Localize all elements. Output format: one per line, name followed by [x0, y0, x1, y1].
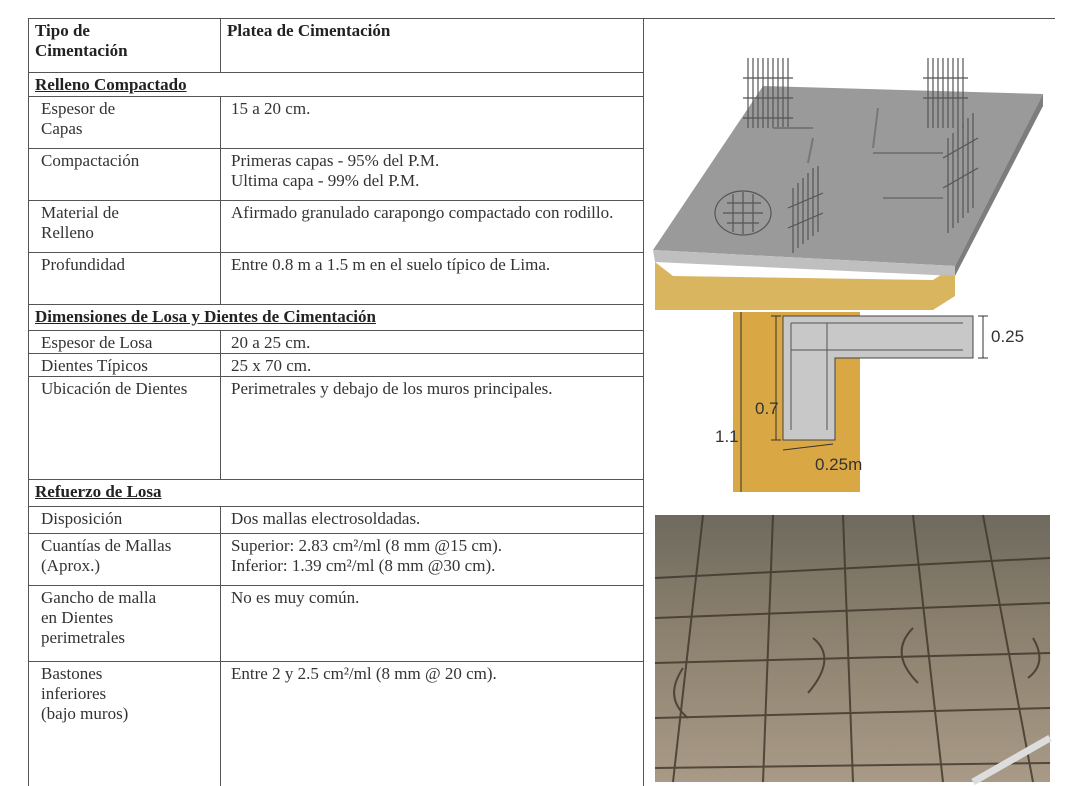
label-cell: Disposición	[28, 506, 221, 534]
label-cell: Ubicación de Dientes	[28, 376, 221, 480]
slab-3d-drawing	[653, 58, 1043, 310]
header-cell: Platea de Cimentación	[220, 18, 644, 73]
section-title: Dimensiones de Losa y Dientes de Cimenta…	[28, 304, 644, 331]
table-row: Dientes Típicos 25 x 70 cm.	[28, 353, 644, 377]
table-row: Tipo de Cimentación Platea de Cimentación	[28, 18, 644, 73]
label-cell: Cuantías de Mallas (Aprox.)	[28, 533, 221, 586]
section-title: Relleno Compactado	[28, 72, 644, 97]
table-row: Disposición Dos mallas electrosoldadas.	[28, 506, 644, 534]
table-row: Profundidad Entre 0.8 m a 1.5 m en el sue…	[28, 252, 644, 305]
table-row: Refuerzo de Losa	[28, 479, 644, 507]
value-cell: Entre 2 y 2.5 cm²/ml (8 mm @ 20 cm).	[220, 661, 644, 786]
label-cell: Espesor de Losa	[28, 330, 221, 354]
value-cell: No es muy común.	[220, 585, 644, 662]
dim-label: 0.7	[755, 399, 779, 418]
label-cell: Profundidad	[28, 252, 221, 305]
value-cell: Perimetrales y debajo de los muros princ…	[220, 376, 644, 480]
value-cell: 20 a 25 cm.	[220, 330, 644, 354]
rebar-photo	[654, 514, 1052, 786]
label-cell: Gancho de malla en Dientes perimetrales	[28, 585, 221, 662]
dim-label: 0.25m	[815, 455, 862, 474]
value-cell: 25 x 70 cm.	[220, 353, 644, 377]
table-row: Bastones inferiores (bajo muros) Entre 2 …	[28, 661, 644, 786]
label-cell: Material de Relleno	[28, 200, 221, 253]
foundation-table: Tipo de Cimentación Platea de Cimentación…	[28, 18, 644, 786]
table-row: Relleno Compactado	[28, 72, 644, 97]
label-cell: Espesor de Capas	[28, 96, 221, 149]
value-cell: Primeras capas - 95% del P.M. Ultima cap…	[220, 148, 644, 201]
label-cell: Dientes Típicos	[28, 353, 221, 377]
table-row: Espesor de Losa 20 a 25 cm.	[28, 330, 644, 354]
table-row: Dimensiones de Losa y Dientes de Cimenta…	[28, 304, 644, 331]
dim-label: 0.25	[991, 327, 1024, 346]
table-row: Gancho de malla en Dientes perimetrales N…	[28, 585, 644, 662]
section-diagram: 0.25 0.7 1.1 0.25m	[715, 312, 1024, 492]
table-row: Espesor de Capas 15 a 20 cm.	[28, 96, 644, 149]
dim-label: 1.1	[715, 427, 739, 446]
value-cell: 15 a 20 cm.	[220, 96, 644, 149]
header-cell: Tipo de Cimentación	[28, 18, 221, 73]
value-cell: Afirmado granulado carapongo compactado …	[220, 200, 644, 253]
table-row: Cuantías de Mallas (Aprox.) Superior: 2.8…	[28, 533, 644, 586]
table-row: Ubicación de Dientes Perimetrales y debaj…	[28, 376, 644, 480]
table-row: Material de Relleno Afirmado granulado ca…	[28, 200, 644, 253]
value-cell: Entre 0.8 m a 1.5 m en el suelo típico d…	[220, 252, 644, 305]
value-cell: Dos mallas electrosoldadas.	[220, 506, 644, 534]
label-cell: Compactación	[28, 148, 221, 201]
label-cell: Bastones inferiores (bajo muros)	[28, 661, 221, 786]
section-title: Refuerzo de Losa	[28, 479, 644, 507]
value-cell: Superior: 2.83 cm²/ml (8 mm @15 cm). Inf…	[220, 533, 644, 586]
table-row: Compactación Primeras capas - 95% del P.M…	[28, 148, 644, 201]
figures: 0.25 0.7 1.1 0.25m	[643, 18, 1055, 786]
